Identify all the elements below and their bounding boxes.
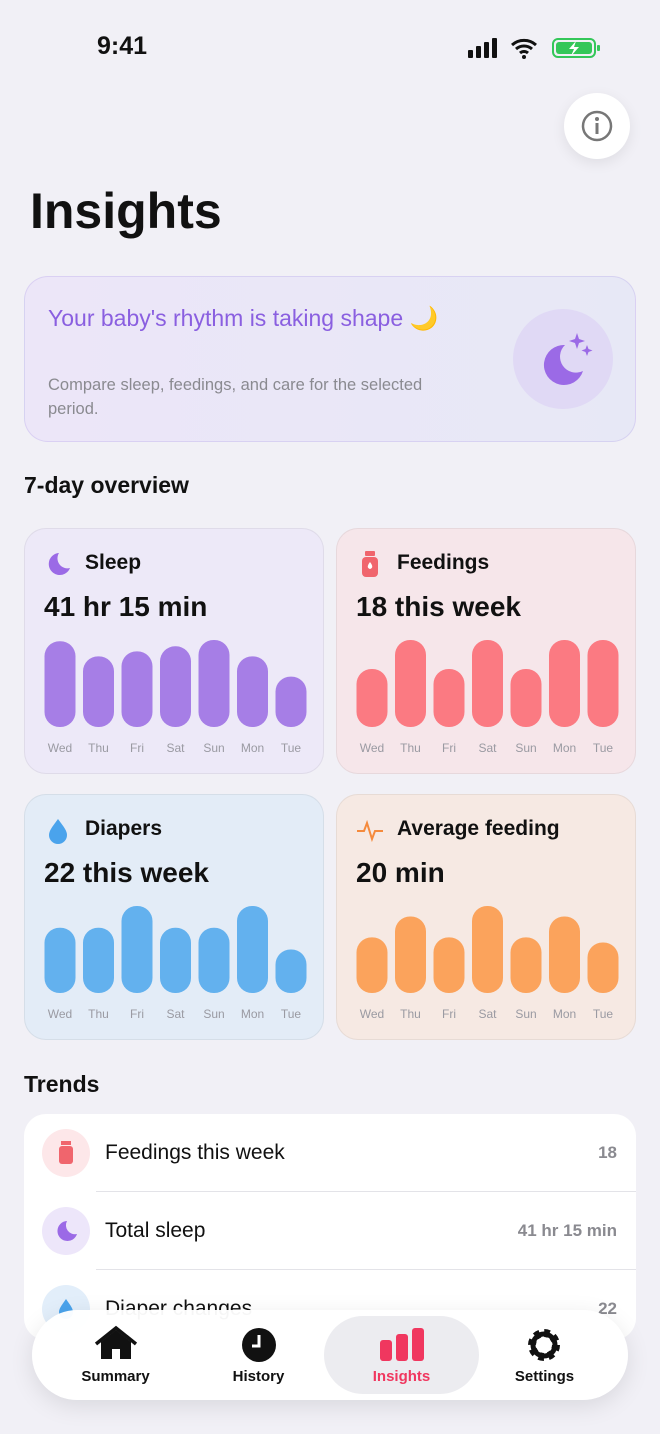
card-summary: 22 this week — [44, 857, 209, 888]
x-tick-label: Thu — [88, 1007, 109, 1021]
page-title: Insights — [30, 183, 222, 239]
banner: Your baby's rhythm is taking shape 🌙 Com… — [24, 276, 636, 442]
x-tick-label: Mon — [241, 741, 264, 755]
trend-row[interactable]: Feedings this week 18 — [24, 1114, 636, 1192]
trend-value: 22 — [598, 1299, 617, 1318]
bar — [549, 640, 580, 727]
tab-label: Summary — [81, 1368, 150, 1385]
trend-label: Total sleep — [105, 1219, 206, 1242]
status-icons — [468, 38, 600, 59]
x-tick-label: Thu — [400, 741, 421, 755]
x-tick-label: Wed — [360, 741, 384, 755]
bar — [160, 927, 191, 993]
stat-card[interactable]: Sleep 41 hr 15 min Wed Thu Fri Sat Sun Mon Tue — [24, 528, 324, 774]
bar — [433, 937, 465, 993]
bar — [356, 669, 388, 727]
card-summary: 41 hr 15 min — [44, 591, 208, 622]
section-heading: 7-day overview — [24, 472, 189, 498]
bar — [472, 640, 503, 727]
bar — [510, 937, 542, 993]
x-tick-label: Fri — [130, 1007, 144, 1021]
stat-card[interactable]: Diapers 22 this week Wed Thu Fri Sat Sun Mon T… — [24, 794, 324, 1040]
tab-label: Settings — [514, 1368, 575, 1385]
info-button[interactable] — [564, 93, 630, 159]
x-tick-label: Sun — [515, 741, 536, 755]
section-heading: Trends — [24, 1071, 100, 1097]
x-tick-label: Fri — [130, 741, 144, 755]
x-tick-label: Wed — [48, 741, 72, 755]
trend-value: 41 hr 15 min — [517, 1221, 617, 1240]
x-tick-label: Sun — [515, 1007, 536, 1021]
card-summary: 20 min — [356, 857, 445, 888]
bar — [433, 669, 465, 727]
x-tick-label: Thu — [400, 1007, 421, 1021]
bar — [275, 949, 307, 993]
trends-list: Feedings this week 18 Total sleep 41 hr 15… — [24, 1114, 636, 1340]
x-tick-label: Fri — [442, 1007, 456, 1021]
x-tick-label: Sun — [203, 1007, 224, 1021]
banner-subtitle: Compare sleep, feedings, and care for th… — [48, 376, 423, 418]
card-label: Sleep — [85, 551, 142, 574]
bar — [44, 927, 76, 993]
bar — [395, 640, 426, 727]
tab-label: History — [232, 1368, 285, 1385]
card-label: Feedings — [397, 551, 490, 574]
x-tick-label: Wed — [48, 1007, 72, 1021]
bar — [198, 927, 230, 993]
stat-card[interactable]: Average feeding 20 min Wed Thu Fri Sat Sun Mo… — [336, 794, 636, 1040]
x-tick-label: Sat — [166, 741, 185, 755]
banner-title: Your baby's rhythm is taking shape 🌙 — [48, 305, 439, 331]
bar — [121, 651, 153, 727]
bar — [83, 927, 114, 993]
bar — [510, 669, 542, 727]
bar — [395, 916, 426, 993]
x-tick-label: Tue — [281, 1007, 302, 1021]
tab[interactable]: History — [181, 1316, 336, 1394]
bar — [472, 906, 503, 993]
tab-label: Insights — [372, 1368, 431, 1385]
bar — [160, 646, 191, 727]
x-tick-label: Tue — [281, 741, 302, 755]
stat-card[interactable]: Feedings 18 this week Wed Thu Fri Sat Sun Mon… — [336, 528, 636, 774]
x-tick-label: Tue — [593, 741, 614, 755]
bar — [121, 906, 153, 993]
x-tick-label: Thu — [88, 741, 109, 755]
x-tick-label: Tue — [593, 1007, 614, 1021]
mini-chart: Wed Thu Fri Sat Sun Mon Tue — [356, 640, 619, 755]
bar — [275, 676, 307, 727]
x-tick-label: Wed — [360, 1007, 384, 1021]
bar — [198, 640, 230, 727]
tab[interactable]: Insights — [324, 1316, 479, 1394]
mini-chart: Wed Thu Fri Sat Sun Mon Tue — [44, 640, 307, 755]
x-tick-label: Sat — [478, 1007, 497, 1021]
tab[interactable]: Summary — [38, 1316, 193, 1394]
moon-badge — [513, 309, 613, 409]
x-tick-label: Sat — [166, 1007, 185, 1021]
x-tick-label: Fri — [442, 741, 456, 755]
card-label: Average feeding — [397, 817, 560, 840]
tab[interactable]: Settings — [467, 1316, 622, 1394]
bar — [237, 656, 268, 727]
bar — [549, 916, 580, 993]
mini-chart: Wed Thu Fri Sat Sun Mon Tue — [356, 906, 619, 1021]
x-tick-label: Mon — [553, 1007, 576, 1021]
status-time: 9:41 — [97, 32, 148, 60]
card-summary: 18 this week — [356, 591, 521, 622]
mini-chart: Wed Thu Fri Sat Sun Mon Tue — [44, 906, 307, 1021]
bar — [587, 942, 619, 993]
bar — [356, 937, 388, 993]
trend-row[interactable]: Total sleep 41 hr 15 min — [24, 1192, 636, 1270]
trend-label: Feedings this week — [105, 1141, 285, 1164]
x-tick-label: Mon — [241, 1007, 264, 1021]
card-label: Diapers — [85, 817, 163, 840]
bar — [237, 906, 268, 993]
x-tick-label: Sun — [203, 741, 224, 755]
trend-value: 18 — [598, 1143, 617, 1162]
x-tick-label: Sat — [478, 741, 497, 755]
x-tick-label: Mon — [553, 741, 576, 755]
bar — [587, 640, 619, 727]
bar — [44, 641, 76, 727]
bar — [83, 656, 114, 727]
